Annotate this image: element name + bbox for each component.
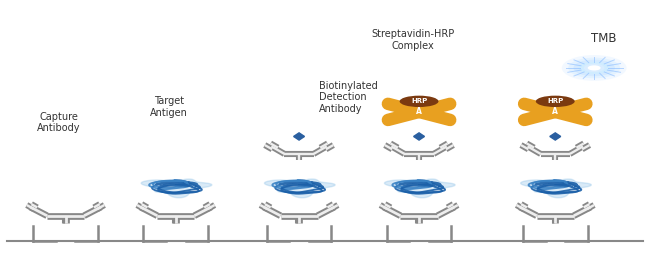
Circle shape bbox=[588, 65, 601, 70]
Ellipse shape bbox=[536, 96, 575, 107]
Circle shape bbox=[584, 64, 605, 72]
Circle shape bbox=[568, 57, 620, 78]
Polygon shape bbox=[141, 179, 212, 198]
Text: Target
Antigen: Target Antigen bbox=[150, 96, 188, 118]
Text: Streptavidin-HRP
Complex: Streptavidin-HRP Complex bbox=[371, 29, 454, 51]
Text: A: A bbox=[552, 107, 558, 116]
Text: A: A bbox=[416, 107, 422, 116]
Text: Capture
Antibody: Capture Antibody bbox=[37, 112, 81, 133]
Polygon shape bbox=[521, 179, 592, 198]
Text: HRP: HRP bbox=[411, 98, 427, 104]
Text: Biotinylated
Detection
Antibody: Biotinylated Detection Antibody bbox=[318, 81, 377, 114]
Circle shape bbox=[578, 62, 610, 74]
Polygon shape bbox=[413, 133, 424, 140]
Ellipse shape bbox=[400, 96, 439, 107]
Polygon shape bbox=[265, 179, 335, 198]
Text: HRP: HRP bbox=[547, 98, 564, 104]
Text: TMB: TMB bbox=[591, 32, 616, 45]
Polygon shape bbox=[384, 179, 455, 198]
Polygon shape bbox=[550, 133, 561, 140]
Circle shape bbox=[562, 55, 627, 81]
Polygon shape bbox=[294, 133, 304, 140]
Circle shape bbox=[573, 60, 615, 76]
